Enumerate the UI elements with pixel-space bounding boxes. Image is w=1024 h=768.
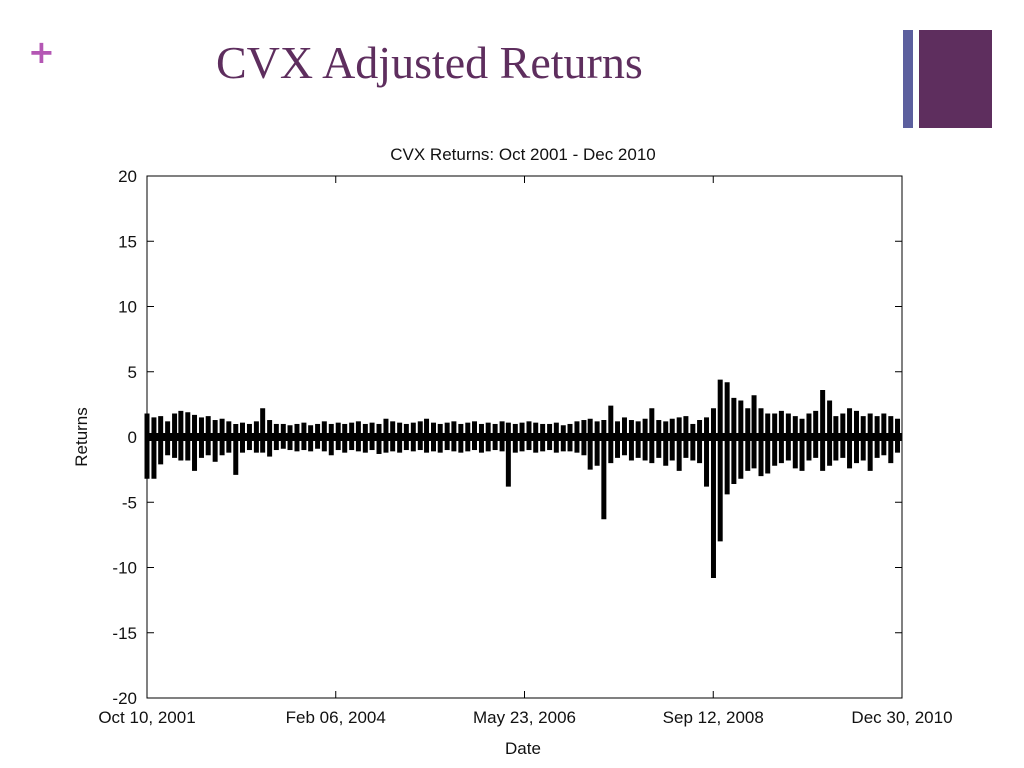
y-tick-label: 15 [118, 232, 137, 251]
y-tick-label: 5 [128, 363, 137, 382]
y-tick-label: 10 [118, 298, 137, 317]
y-tick-label: 0 [128, 428, 137, 447]
accent-thin-bar [903, 30, 913, 128]
y-tick-label: -20 [112, 689, 137, 708]
x-axis: Oct 10, 2001 Feb 06, 2004 May 23, 2006 Sep … [98, 176, 953, 727]
y-tick-label: -5 [122, 493, 137, 512]
y-tick-label: -10 [112, 559, 137, 578]
accent-block [919, 30, 992, 128]
y-tick-label: -15 [112, 624, 137, 643]
y-axis-label: Returns [72, 407, 91, 467]
x-tick-label: May 23, 2006 [473, 708, 576, 727]
y-axis: 20 15 10 5 0 -5 -10 -15 -20 [112, 167, 902, 708]
x-tick-label: Feb 06, 2004 [286, 708, 386, 727]
returns-series [144, 379, 902, 578]
chart-title: CVX Returns: Oct 2001 - Dec 2010 [390, 145, 656, 164]
x-tick-label: Dec 30, 2010 [851, 708, 952, 727]
slide-title: CVX Adjusted Returns [216, 37, 643, 88]
x-axis-label: Date [505, 739, 541, 758]
x-tick-label: Sep 12, 2008 [663, 708, 764, 727]
y-tick-label: 20 [118, 167, 137, 186]
plus-icon: + [28, 33, 55, 71]
x-tick-label: Oct 10, 2001 [98, 708, 195, 727]
